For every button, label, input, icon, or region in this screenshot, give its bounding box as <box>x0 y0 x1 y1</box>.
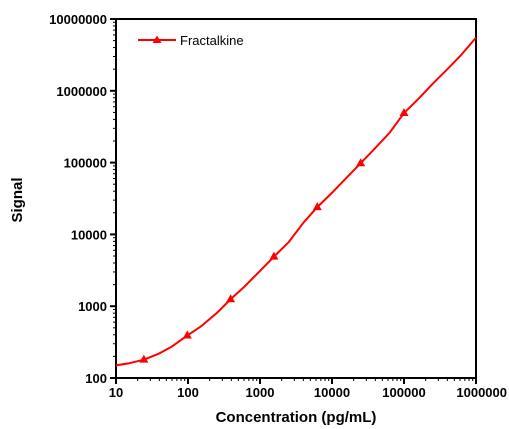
series-line-fractalkine <box>115 36 477 367</box>
data-point <box>226 294 236 303</box>
x-tick-label: 10000 <box>314 385 350 400</box>
y-tick-label: 1000 <box>78 299 107 314</box>
data-point <box>182 330 192 339</box>
data-point <box>356 158 366 167</box>
y-tick-label: 100000 <box>64 156 107 171</box>
x-tick-label: 1000000 <box>456 385 507 400</box>
x-tick-label: 100 <box>177 385 199 400</box>
y-axis-ticks: 100 1000 10000 100000 1000000 10000000 <box>49 12 116 386</box>
plot-frame <box>115 18 477 379</box>
data-point <box>312 202 322 211</box>
y-tick-label: 10000 <box>71 227 107 242</box>
y-tick-label: 100 <box>85 371 107 386</box>
data-point <box>269 251 279 260</box>
x-axis-ticks: 10 100 1000 10000 100000 1000000 <box>109 378 507 400</box>
data-point <box>139 354 149 363</box>
x-tick-label: 10 <box>109 385 123 400</box>
y-tick-label: 1000000 <box>56 84 107 99</box>
legend-marker <box>152 35 162 43</box>
legend: Fractalkine <box>138 33 244 48</box>
x-axis-title: Concentration (pg/mL) <box>216 409 377 426</box>
axes <box>115 18 477 379</box>
data-point <box>399 108 409 117</box>
x-tick-label: 100000 <box>382 385 425 400</box>
legend-label: Fractalkine <box>180 33 244 48</box>
y-axis-title: Signal <box>9 177 26 222</box>
x-tick-label: 1000 <box>246 385 275 400</box>
y-tick-label: 10000000 <box>49 12 107 27</box>
series-layer <box>115 36 477 367</box>
